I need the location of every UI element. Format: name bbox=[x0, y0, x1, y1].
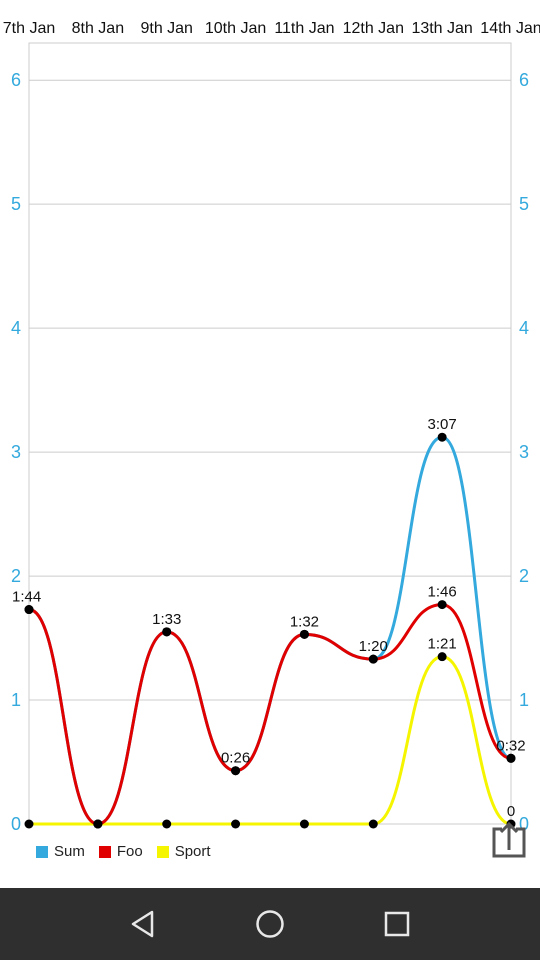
x-tick-label: 8th Jan bbox=[72, 20, 124, 37]
data-label-sum: 3:07 bbox=[428, 416, 457, 433]
y-tick-label-right: 2 bbox=[519, 566, 529, 586]
data-point-foo bbox=[368, 654, 378, 664]
y-tick-label-right: 4 bbox=[519, 318, 529, 338]
y-tick-label-right: 3 bbox=[519, 442, 529, 462]
y-tick-label-left: 6 bbox=[11, 70, 21, 90]
y-axis-right-labels: 0 1 2 3 4 5 6 bbox=[519, 70, 529, 834]
data-point-sport bbox=[368, 819, 378, 829]
data-point-sport bbox=[299, 819, 309, 829]
data-label-foo: 1:33 bbox=[152, 611, 181, 628]
data-point-foo bbox=[437, 600, 447, 610]
home-button[interactable] bbox=[250, 904, 290, 944]
y-tick-label-left: 3 bbox=[11, 442, 21, 462]
x-tick-label: 7th Jan bbox=[3, 20, 55, 37]
recents-square-icon bbox=[384, 911, 409, 937]
data-point-sport bbox=[24, 819, 34, 829]
data-point-sport bbox=[231, 819, 241, 829]
series-line-sport bbox=[29, 655, 512, 826]
legend-item-sum: Sum bbox=[36, 843, 85, 860]
legend-label-sum: Sum bbox=[54, 843, 85, 860]
x-tick-label: 12th Jan bbox=[343, 20, 404, 37]
data-point-foo bbox=[299, 629, 309, 639]
data-points bbox=[24, 432, 516, 829]
data-point-sport bbox=[437, 652, 447, 662]
x-axis-labels: 7th Jan 8th Jan 9th Jan 10th Jan 11th Jan 12t… bbox=[3, 20, 540, 37]
share-up-arrow-icon bbox=[492, 821, 526, 858]
data-point-sum bbox=[437, 432, 447, 442]
data-label-foo: 1:46 bbox=[428, 584, 457, 601]
legend-swatch-foo bbox=[98, 845, 111, 858]
data-label-foo: 0:26 bbox=[221, 750, 250, 767]
y-tick-label-right: 1 bbox=[519, 690, 529, 710]
legend-label-foo: Foo bbox=[116, 843, 143, 860]
recents-button[interactable] bbox=[377, 904, 417, 944]
data-label-sport: 0 bbox=[507, 803, 515, 820]
back-button[interactable] bbox=[123, 904, 163, 944]
y-tick-label-right: 0 bbox=[519, 814, 529, 834]
y-tick-label-right: 5 bbox=[519, 194, 529, 214]
data-point-foo bbox=[24, 605, 34, 615]
data-label-foo: 1:32 bbox=[290, 613, 319, 630]
series-line-sum bbox=[28, 435, 512, 826]
x-tick-label: 14th Jan bbox=[480, 20, 540, 37]
legend-swatch-sum bbox=[36, 845, 48, 858]
y-tick-label-left: 2 bbox=[11, 566, 21, 586]
y-axis-left-labels: 0 1 2 3 4 5 6 bbox=[11, 70, 21, 834]
legend-item-foo: Foo bbox=[98, 843, 143, 860]
data-point-foo bbox=[506, 753, 516, 763]
back-triangle-icon bbox=[132, 910, 154, 938]
y-tick-label-left: 4 bbox=[11, 318, 21, 338]
data-label-sport: 1:21 bbox=[428, 636, 457, 653]
y-tick-label-left: 0 bbox=[11, 814, 21, 834]
legend-swatch-sport bbox=[156, 845, 169, 858]
y-tick-label-left: 1 bbox=[11, 690, 21, 710]
data-point-sport bbox=[162, 819, 172, 829]
legend-label-sport: Sport bbox=[174, 843, 211, 860]
data-point-foo bbox=[231, 766, 241, 776]
y-tick-label-right: 6 bbox=[519, 70, 529, 90]
x-tick-label: 9th Jan bbox=[140, 20, 192, 37]
data-labels: 3:07 0:32 1:44 1:33 0:26 1:32 1:20 1:46 1:21 0 bbox=[12, 416, 526, 820]
data-point-sport bbox=[93, 819, 103, 829]
data-label-foo: 1:44 bbox=[12, 589, 41, 606]
x-tick-label: 11th Jan bbox=[274, 20, 334, 37]
line-chart: 7th Jan 8th Jan 9th Jan 10th Jan 11th Jan 12t… bbox=[3, 20, 540, 834]
data-label-sum: 0:32 bbox=[496, 737, 525, 754]
data-label-foo: 1:20 bbox=[359, 638, 388, 655]
android-nav-bar bbox=[0, 888, 540, 960]
series-lines bbox=[28, 435, 512, 826]
home-circle-icon bbox=[256, 910, 284, 938]
share-button[interactable] bbox=[489, 820, 529, 860]
y-tick-label-left: 5 bbox=[11, 194, 21, 214]
x-tick-label: 13th Jan bbox=[411, 20, 472, 37]
legend-item-sport: Sport bbox=[156, 843, 211, 860]
chart-legend: Sum Foo Sport bbox=[36, 843, 217, 860]
x-tick-label: 10th Jan bbox=[205, 20, 266, 37]
data-point-foo bbox=[162, 627, 172, 637]
